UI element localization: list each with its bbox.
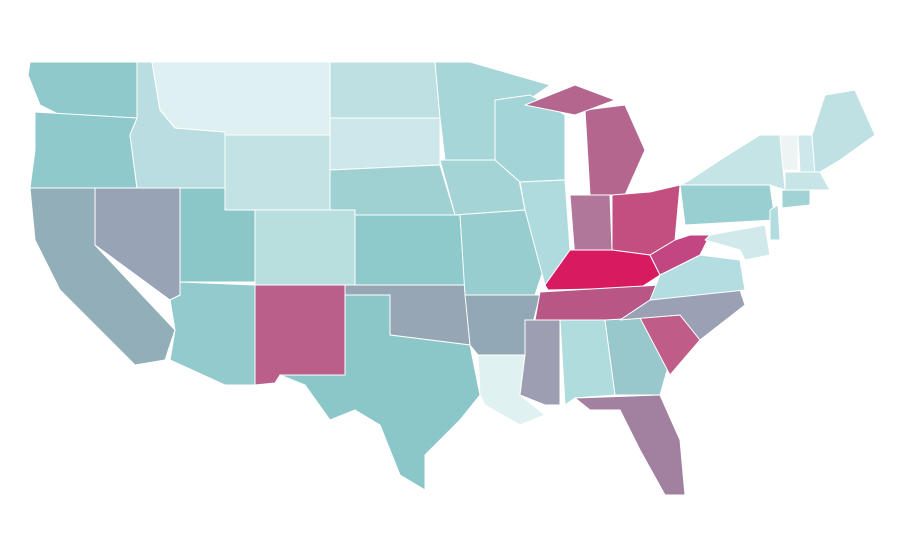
state: [811, 89, 876, 176]
state: [649, 254, 746, 301]
state: [27, 61, 138, 119]
state: [151, 61, 331, 136]
state: [704, 224, 771, 261]
state: [584, 104, 646, 196]
state: [329, 164, 456, 216]
state: [679, 134, 786, 191]
state: [559, 319, 616, 406]
state: [784, 171, 831, 191]
state: [519, 319, 561, 406]
state: [574, 394, 686, 496]
state: [169, 281, 256, 386]
state: [254, 284, 346, 386]
state: [781, 189, 811, 209]
state: [679, 184, 776, 226]
state: [279, 294, 481, 491]
state: [254, 209, 356, 286]
state: [329, 61, 441, 119]
state: [769, 204, 781, 241]
state: [329, 117, 441, 171]
state: [524, 84, 616, 116]
state: [224, 134, 331, 211]
state: [354, 214, 466, 286]
state: [29, 111, 138, 189]
state: [779, 134, 799, 171]
